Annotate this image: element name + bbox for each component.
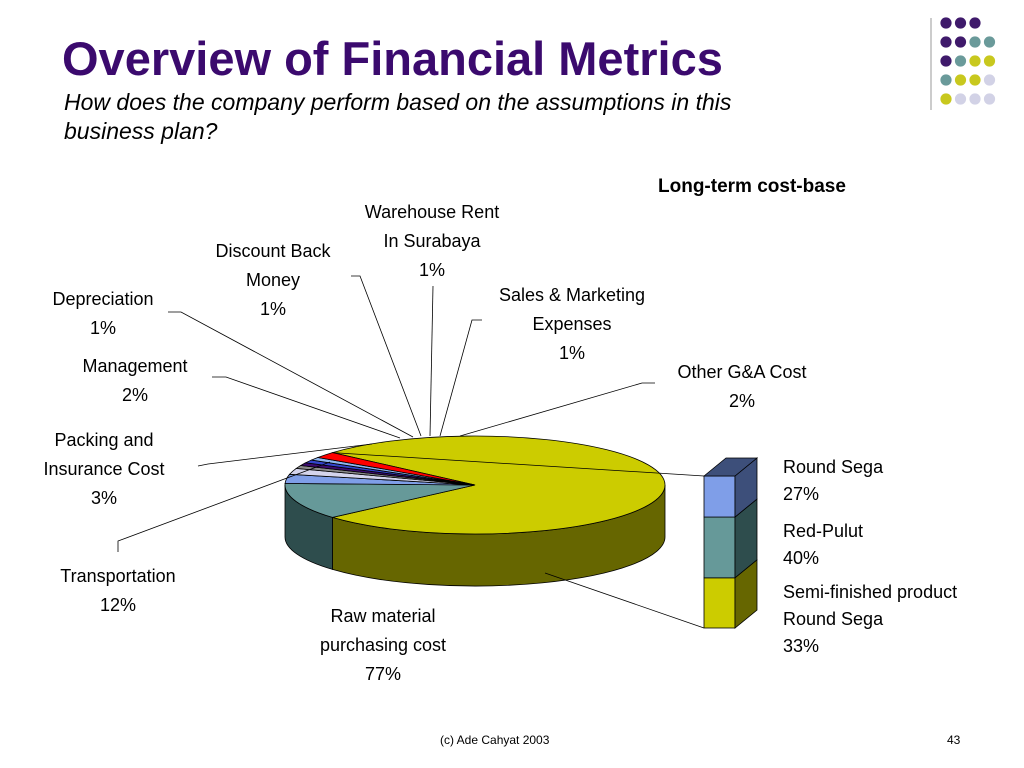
bar-segment-semi-finished-product-round-sega (703, 577, 736, 629)
decor-dot (954, 55, 967, 67)
decor-dot (983, 55, 996, 67)
slide-title: Overview of Financial Metrics (62, 32, 723, 85)
bar-label-red-pulut: Red-Pulut 40% (783, 521, 863, 568)
connector-bottom (544, 572, 705, 629)
data-label-packing-and-insurance-cost: Packing and Insurance Cost 3% (43, 430, 164, 508)
decor-dot (969, 36, 981, 48)
pie-slice-other-g-a-cost (316, 452, 476, 486)
bar-segment-red-pulut (703, 516, 736, 579)
decor-dot (954, 36, 967, 48)
slide-subtitle: How does the company perform based on th… (64, 89, 732, 144)
decor-dot (954, 17, 967, 29)
bar-segment-round-sega (703, 475, 736, 518)
decor-dot (983, 93, 996, 105)
decor-dot (969, 55, 981, 67)
decor-dot (969, 17, 981, 29)
footer-credit: (c) Ade Cahyat 2003 (440, 733, 550, 747)
decor-dot (983, 74, 996, 86)
data-label-other-g-a-cost: Other G&A Cost 2% (677, 362, 806, 411)
leader-line-management (212, 376, 401, 439)
data-label-sales-marketing-expenses: Sales & Marketing Expenses 1% (499, 285, 645, 363)
decor-dot (954, 74, 967, 86)
data-label-transportation: Transportation 12% (60, 566, 175, 615)
pie-slice-transportation (284, 483, 476, 518)
bar-label-semi-finished-product-round-sega: Semi-finished product Round Sega 33% (783, 582, 957, 656)
decor-dot (969, 93, 981, 105)
decor-dot (983, 36, 996, 48)
leader-line-depreciation (168, 311, 414, 438)
decor-dot (969, 74, 981, 86)
chart-title: Long-term cost-base (658, 176, 846, 197)
bar-label-round-sega: Round Sega 27% (783, 457, 884, 504)
bar-top-face (702, 457, 759, 477)
data-label-warehouse-rent-in-surabaya: Warehouse Rent In Surabaya 1% (365, 202, 499, 280)
pie-top (284, 435, 666, 535)
decor-dot (940, 17, 952, 29)
decor-dot (940, 36, 952, 48)
data-label-depreciation: Depreciation 1% (52, 289, 153, 338)
leader-line-warehouse-rent-in-surabaya (429, 285, 434, 437)
data-label-raw-material-purchasing-cost: Raw material purchasing cost 77% (320, 606, 446, 684)
breakdown-bar (702, 457, 759, 629)
data-label-discount-back-money: Discount Back Money 1% (215, 241, 331, 319)
pie-slice-raw-material-purchasing-cost (330, 435, 666, 535)
leader-line-sales-marketing-expenses (439, 319, 482, 437)
leader-line-transportation (117, 461, 331, 552)
decor-dot (940, 93, 952, 105)
connector-top (332, 452, 705, 477)
data-label-management: Management 2% (82, 356, 187, 405)
decor-dot (940, 55, 952, 67)
decor-dot (940, 74, 952, 86)
page-number: 43 (947, 733, 961, 747)
leader-line-other-g-a-cost (459, 382, 655, 437)
decor-dot (954, 93, 967, 105)
leader-line-packing-and-insurance-cost (197, 443, 373, 467)
leader-line-discount-back-money (351, 275, 422, 437)
